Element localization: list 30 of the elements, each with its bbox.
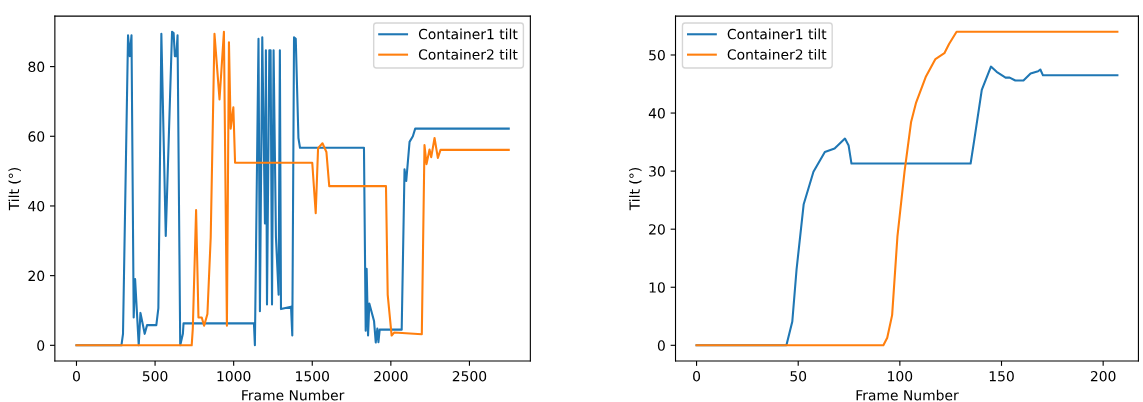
x-axis-title: Frame Number [242,389,345,401]
x-tick-label: 50 [790,370,807,382]
x-tick-label: 2500 [452,370,487,382]
y-tick-label: 50 [649,49,665,61]
x-tick-label: 500 [142,370,168,382]
legend-label: Container1 tilt [727,28,827,40]
x-tick-label: 200 [1090,370,1116,382]
y-tick-label: 30 [649,166,665,177]
y-tick-label: 20 [649,224,665,235]
y-tick-label: 60 [28,131,45,142]
x-tick-label: 100 [888,370,913,382]
legend-label: Container2 tilt [727,48,827,60]
x-tick-label: 1000 [217,370,251,382]
x-tick-label: 150 [989,370,1014,382]
y-tick-label: 40 [28,200,45,212]
x-tick-label: 0 [693,370,701,382]
x-tick-label: 1500 [296,370,330,382]
y-tick-label: 0 [657,340,665,351]
x-tick-label: 0 [72,370,80,382]
y-tick-label: 0 [37,340,45,351]
y-tick-label: 20 [28,270,45,282]
x-tick-label: 2000 [374,370,408,382]
legend-label: Container2 tilt [418,48,518,60]
y-tick-label: 40 [648,108,665,119]
y-axis-title: Tilt (°) [8,168,21,211]
y-tick-label: 10 [649,282,665,293]
legend-label: Container1 tilt [418,28,518,40]
y-axis-title: Tilt (°) [629,168,642,211]
y-tick-label: 80 [28,61,45,73]
x-axis-title: Frame Number [856,389,959,401]
